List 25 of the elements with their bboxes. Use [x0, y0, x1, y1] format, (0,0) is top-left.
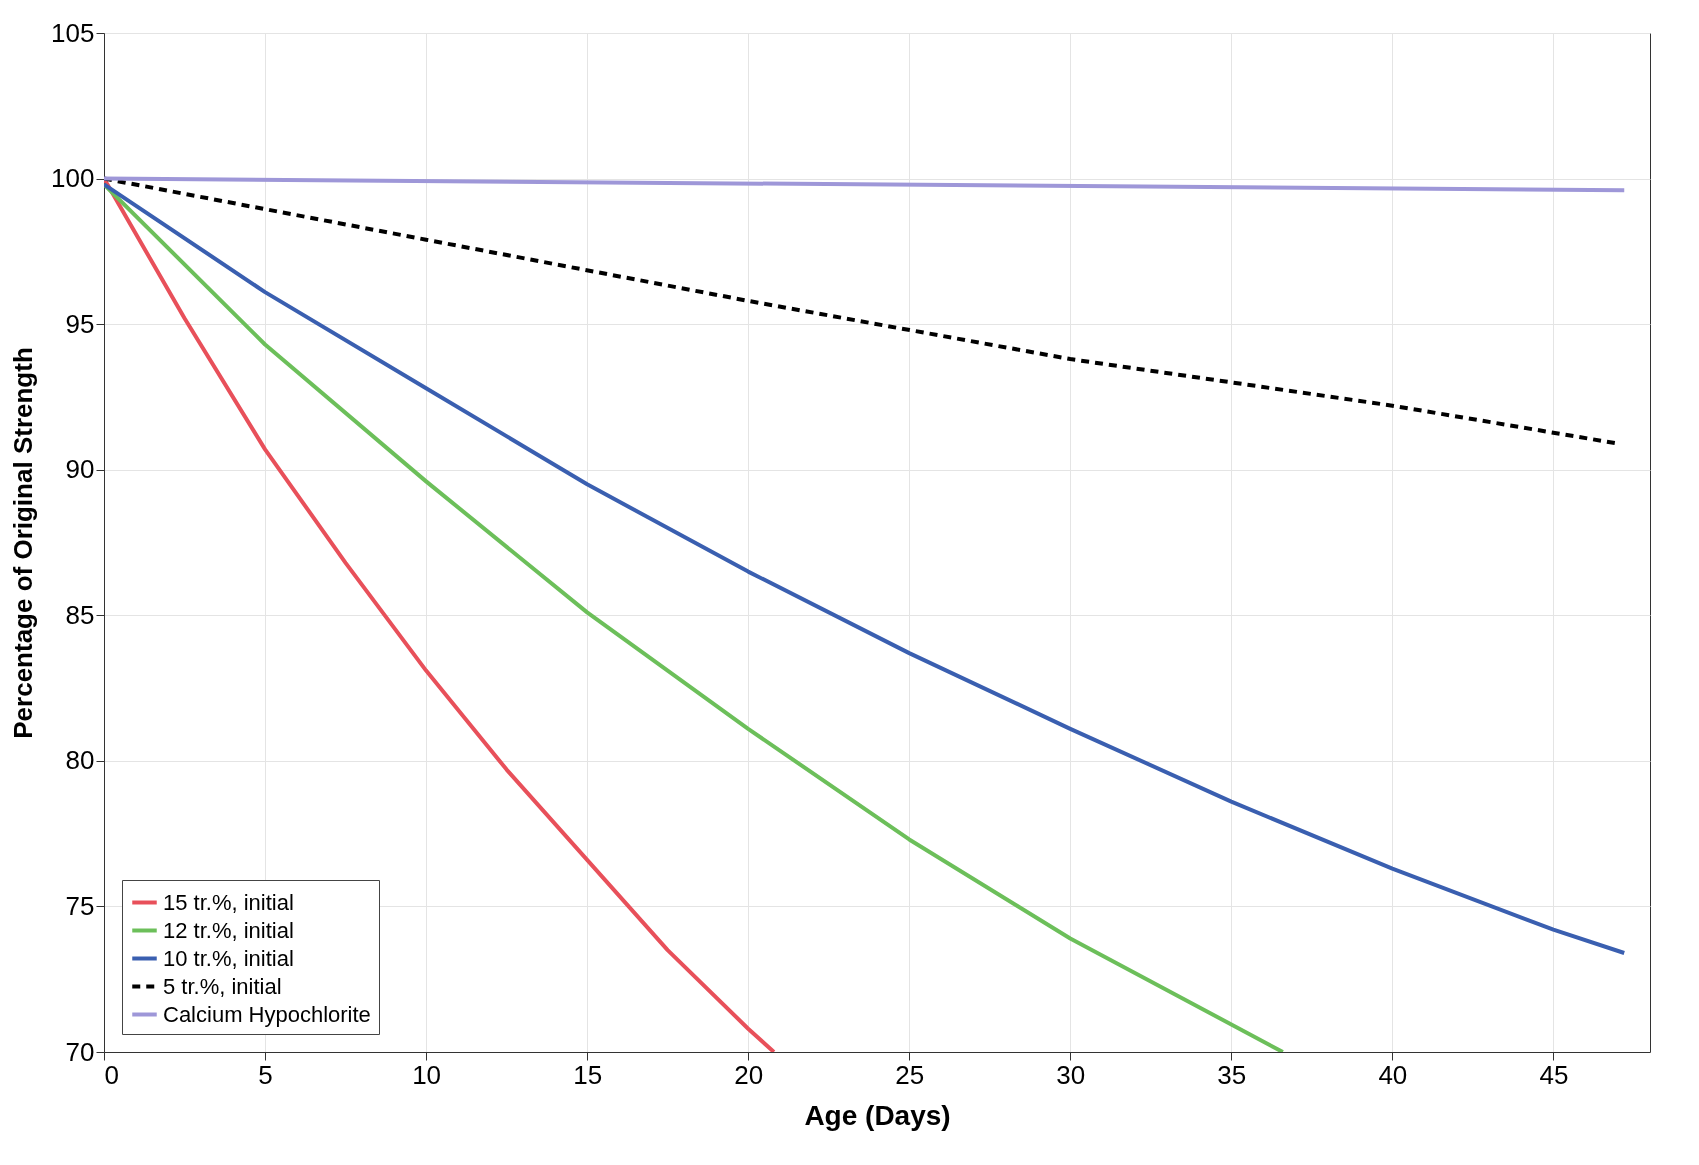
y-tick-label: 70: [65, 1036, 95, 1067]
legend-label: Calcium Hypochlorite: [163, 1001, 371, 1027]
legend-label: 12 tr.%, initial: [163, 917, 294, 943]
x-tick-label: 5: [258, 1059, 273, 1090]
x-tick-label: 35: [1217, 1059, 1247, 1090]
y-axis-title: Percentage of Original Strength: [8, 347, 39, 739]
y-tick-label: 100: [51, 163, 95, 194]
x-tick-label: 40: [1378, 1059, 1408, 1090]
x-tick-label: 45: [1539, 1059, 1569, 1090]
x-tick-label: 20: [734, 1059, 764, 1090]
x-axis-title: Age (Days): [804, 1099, 951, 1131]
y-tick-label: 95: [65, 308, 95, 339]
x-tick-label: 25: [895, 1059, 925, 1090]
x-tick-label: 10: [412, 1059, 442, 1090]
y-tick-label: 85: [65, 599, 95, 630]
y-tick-label: 75: [65, 890, 95, 921]
legend-label: 10 tr.%, initial: [163, 945, 294, 971]
y-tick-label: 105: [51, 17, 95, 48]
x-tick-label: 0: [104, 1059, 119, 1090]
x-tick-label: 30: [1056, 1059, 1086, 1090]
y-tick-label: 90: [65, 454, 95, 485]
y-tick-label: 80: [65, 745, 95, 776]
legend-label: 5 tr.%, initial: [163, 973, 282, 999]
legend-label: 15 tr.%, initial: [163, 889, 294, 915]
x-tick-label: 15: [573, 1059, 603, 1090]
